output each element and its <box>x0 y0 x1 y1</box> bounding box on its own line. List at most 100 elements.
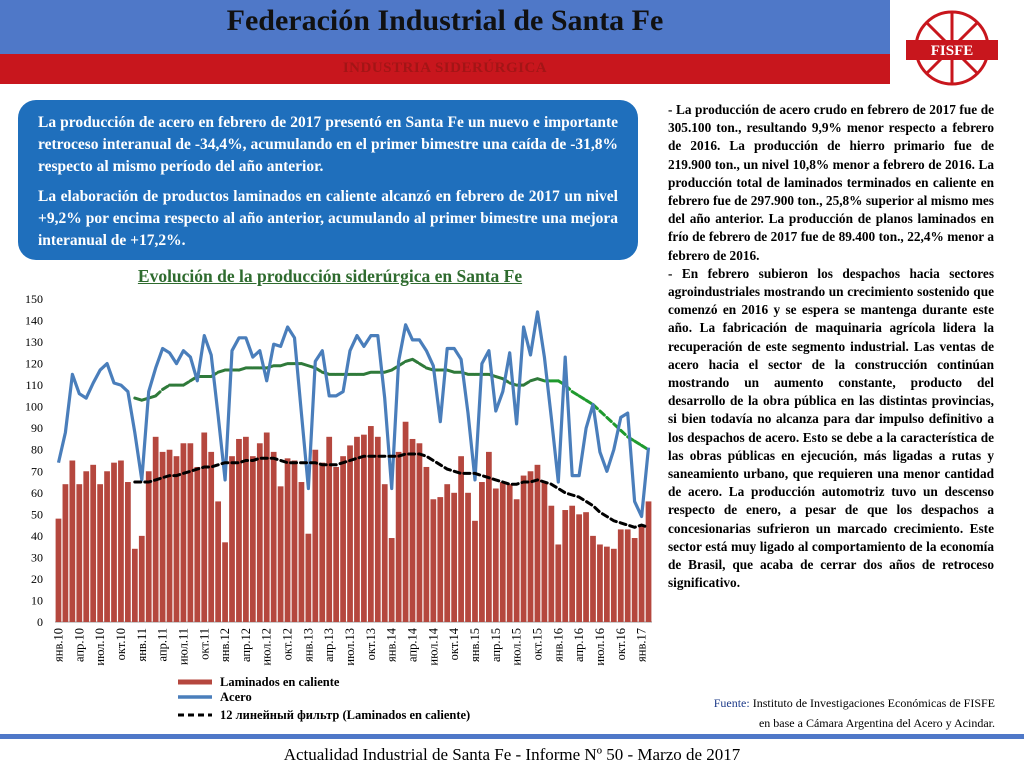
bar <box>69 460 76 622</box>
summary-callout: La producción de acero en febrero de 201… <box>18 100 638 260</box>
x-tick-label: окт.13 <box>364 628 378 660</box>
y-tick-label: 100 <box>25 400 43 414</box>
bar <box>631 538 638 622</box>
y-tick-label: 50 <box>31 507 43 521</box>
bar <box>416 443 423 622</box>
bar <box>499 482 506 622</box>
bar <box>62 484 69 622</box>
x-tick-label: янв.10 <box>51 628 65 662</box>
bar <box>131 548 138 622</box>
bar <box>361 434 367 622</box>
bar <box>451 492 458 622</box>
bar <box>590 535 596 622</box>
bar <box>458 456 464 622</box>
x-tick-label: июл.15 <box>510 628 524 666</box>
bar <box>597 544 603 622</box>
bar <box>111 462 117 622</box>
footer-text: Actualidad Industrial de Santa Fe - Info… <box>283 745 741 764</box>
side-paragraph-2: - En febrero subieron los despachos haci… <box>668 265 994 591</box>
bar <box>388 538 395 622</box>
bar <box>222 542 228 622</box>
bar <box>180 443 187 622</box>
x-tick-label: июл.16 <box>593 628 607 666</box>
bar <box>520 475 527 622</box>
x-tick-label: июл.12 <box>260 628 274 666</box>
bar <box>548 505 555 622</box>
bar <box>263 432 270 622</box>
x-tick-label: апр.10 <box>72 628 86 662</box>
bar <box>104 471 110 622</box>
y-tick-label: 150 <box>25 292 43 306</box>
bar <box>201 432 208 622</box>
x-tick-label: апр.15 <box>489 628 503 662</box>
bar <box>90 464 97 622</box>
x-tick-label: янв.15 <box>468 628 482 662</box>
bar <box>166 449 173 622</box>
bar <box>541 482 548 622</box>
bar <box>479 482 485 622</box>
bar <box>319 462 326 622</box>
bar <box>277 486 284 622</box>
x-tick-label: янв.13 <box>301 628 315 662</box>
legend-label: Laminados en caliente <box>220 675 340 689</box>
x-tick-label: окт.12 <box>281 628 295 660</box>
x-tick-label: июл.10 <box>93 628 107 666</box>
x-tick-label: окт.14 <box>447 627 461 660</box>
bar <box>243 436 249 622</box>
acero-filter-line <box>605 415 616 426</box>
acero-line <box>56 310 651 519</box>
bar <box>604 546 610 622</box>
bar <box>256 443 263 622</box>
bar <box>118 460 124 622</box>
source-note: Fuente: Instituto de Investigaciones Eco… <box>660 693 995 733</box>
bar <box>55 518 62 622</box>
bar <box>152 436 159 622</box>
acero-filter-line <box>619 428 630 439</box>
header-subbar <box>0 54 890 84</box>
bar <box>513 499 520 622</box>
bar <box>347 445 353 622</box>
y-tick-label: 20 <box>31 572 43 586</box>
bar <box>367 426 374 622</box>
bar <box>333 466 340 622</box>
acero-filter-line <box>154 387 165 398</box>
x-tick-label: июл.13 <box>343 628 357 666</box>
bar <box>624 529 631 622</box>
bar <box>437 497 444 622</box>
bar <box>284 458 291 622</box>
bar <box>409 438 416 622</box>
footer-divider <box>0 734 1024 739</box>
bar <box>395 451 402 622</box>
bar <box>354 436 360 622</box>
callout-paragraph-1: La producción de acero en febrero de 201… <box>38 114 618 175</box>
bar <box>291 460 298 622</box>
y-tick-label: 80 <box>31 443 43 457</box>
callout-paragraph-2: La elaboración de productos laminados en… <box>38 188 618 249</box>
bar <box>402 421 409 622</box>
bar <box>138 535 145 622</box>
page-title: Federación Industrial de Santa Fe <box>226 4 664 37</box>
source-line-1: Instituto de Investigaciones Económicas … <box>752 696 995 710</box>
y-tick-label: 60 <box>31 486 43 500</box>
y-tick-label: 30 <box>31 550 43 564</box>
bar <box>194 466 201 622</box>
x-tick-label: окт.10 <box>114 628 128 660</box>
side-text: - La producción de acero crudo en febrer… <box>668 101 994 592</box>
bar <box>305 533 312 622</box>
x-tick-label: июл.14 <box>426 627 440 665</box>
bar <box>236 438 242 622</box>
logo-text: FISFE <box>931 43 974 59</box>
bar <box>506 484 513 622</box>
bar <box>229 456 235 622</box>
x-tick-label: янв.12 <box>218 628 232 662</box>
x-tick-label: янв.16 <box>551 628 565 662</box>
bar <box>374 436 381 622</box>
bar <box>270 451 277 622</box>
bar <box>249 456 256 622</box>
page-subtitle: INDUSTRIA SIDERÚRGICA <box>342 60 548 76</box>
x-tick-label: окт.16 <box>614 628 628 660</box>
bar <box>465 492 471 622</box>
bar <box>326 436 333 622</box>
legend-label: 12 линейный фильтр (Laminados en calient… <box>220 708 470 722</box>
bar <box>423 466 430 622</box>
